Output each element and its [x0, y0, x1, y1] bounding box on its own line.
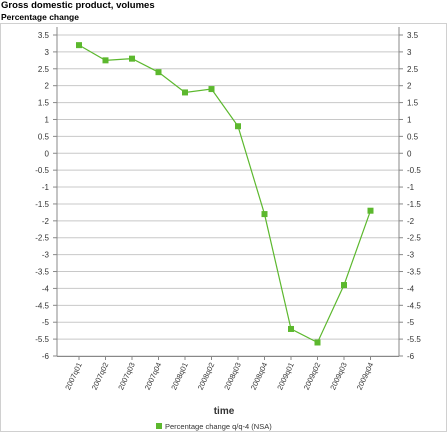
y-tick-label-right: 1: [407, 115, 412, 124]
y-axis-right-ticks: 3.5 3 2.5 2 1.5 1 0.5 0 -0.5 -1 -1.5 -2 -2.5 -3 -3.5 -4…: [399, 31, 421, 361]
y-tick-label-left: -6: [42, 352, 50, 361]
chart-frame: [0, 23, 447, 432]
y-tick-label-left: 0.5: [38, 132, 50, 141]
x-tick-label: 2008q01: [169, 361, 189, 391]
data-point: [341, 282, 347, 289]
y-tick-label-left: -3: [42, 251, 50, 260]
x-tick-label: 2009q04: [355, 361, 375, 391]
x-tick-label: 2007q03: [116, 361, 136, 391]
y-tick-label-left: 0: [45, 149, 50, 158]
y-tick-label-right: -6: [407, 352, 415, 361]
series-group: [76, 42, 374, 346]
grid-lines: [57, 34, 399, 357]
x-tick-label: 2007q01: [63, 361, 83, 391]
y-tick-label-left: 3.5: [38, 31, 50, 40]
data-point: [261, 211, 268, 218]
y-tick-label-left: 1: [45, 115, 50, 124]
legend-swatch: [156, 423, 162, 429]
data-point: [155, 69, 162, 76]
data-point: [102, 57, 109, 64]
x-tick-label: 2008q04: [249, 361, 269, 391]
data-point: [76, 42, 82, 49]
y-tick-label-right: 1.5: [407, 99, 419, 108]
y-tick-label-right: 0.5: [407, 132, 419, 141]
y-tick-label-left: -2.5: [35, 234, 49, 243]
y-tick-label-left: -4: [42, 284, 50, 293]
y-tick-label-right: 2.5: [407, 65, 419, 74]
x-tick-label: 2007q02: [90, 361, 110, 391]
legend-label: Percentage change q/q-4 (NSA): [165, 422, 272, 431]
y-tick-label-left: 2: [45, 82, 50, 91]
x-axis-ticks: 2007q01 2007q02 2007q03 2007q04 2008q01 2008q…: [63, 356, 375, 391]
y-tick-label-left: -2: [42, 217, 50, 226]
y-tick-label-left: 2.5: [38, 65, 50, 74]
y-tick-label-right: -3.5: [407, 268, 421, 277]
y-tick-label-left: -1.5: [35, 200, 49, 209]
y-tick-label-right: -3: [407, 251, 415, 260]
y-tick-label-left: -3.5: [35, 268, 49, 277]
y-tick-label-left: 1.5: [38, 99, 50, 108]
y-tick-label-right: -1: [407, 183, 415, 192]
chart-title: Gross domestic product, volumes: [1, 0, 155, 11]
y-axis-left-ticks: 3.5 3 2.5 2 1.5 1 0.5 0 -0.5 -1 -1.5 -2 -2.5 -3 -3.5 -4…: [35, 31, 57, 361]
y-tick-label-right: -2: [407, 217, 415, 226]
chart-subtitle: Percentage change: [1, 12, 79, 22]
x-tick-label: 2009q03: [328, 361, 348, 391]
y-tick-label-left: -0.5: [35, 166, 49, 175]
x-tick-label: 2008q03: [222, 361, 242, 391]
y-tick-label-right: -5.5: [407, 335, 421, 344]
y-tick-label-right: -2.5: [407, 234, 421, 243]
y-tick-label-left: -1: [42, 183, 50, 192]
y-tick-label-left: -5: [42, 318, 50, 327]
x-tick-label: 2009q01: [275, 361, 295, 391]
x-tick-label: 2007q04: [143, 361, 163, 391]
data-point: [129, 55, 135, 62]
y-tick-label-left: 3: [45, 48, 50, 57]
x-axis-label: time: [214, 406, 235, 417]
y-tick-label-right: -4.5: [407, 301, 421, 310]
y-tick-label-right: 2: [407, 82, 412, 91]
x-tick-label: 2009q02: [302, 361, 322, 391]
data-point: [182, 89, 188, 96]
data-point: [235, 123, 241, 130]
y-tick-label-left: -5.5: [35, 335, 49, 344]
data-point: [314, 339, 321, 346]
y-tick-label-right: -1.5: [407, 200, 421, 209]
y-tick-label-right: 3.5: [407, 31, 419, 40]
series-line: [78, 44, 372, 344]
y-tick-label-right: 0: [407, 149, 412, 158]
data-point: [208, 86, 215, 93]
x-tick-label: 2008q02: [196, 361, 216, 391]
data-point: [288, 325, 294, 332]
axes: [56, 27, 400, 357]
legend: Percentage change q/q-4 (NSA): [156, 422, 272, 431]
y-tick-label-right: -0.5: [407, 166, 421, 175]
y-tick-label-right: -5: [407, 318, 415, 327]
data-point: [367, 207, 374, 214]
y-tick-label-left: -4.5: [35, 301, 49, 310]
y-tick-label-right: -4: [407, 284, 415, 293]
y-tick-label-right: 3: [407, 48, 412, 57]
